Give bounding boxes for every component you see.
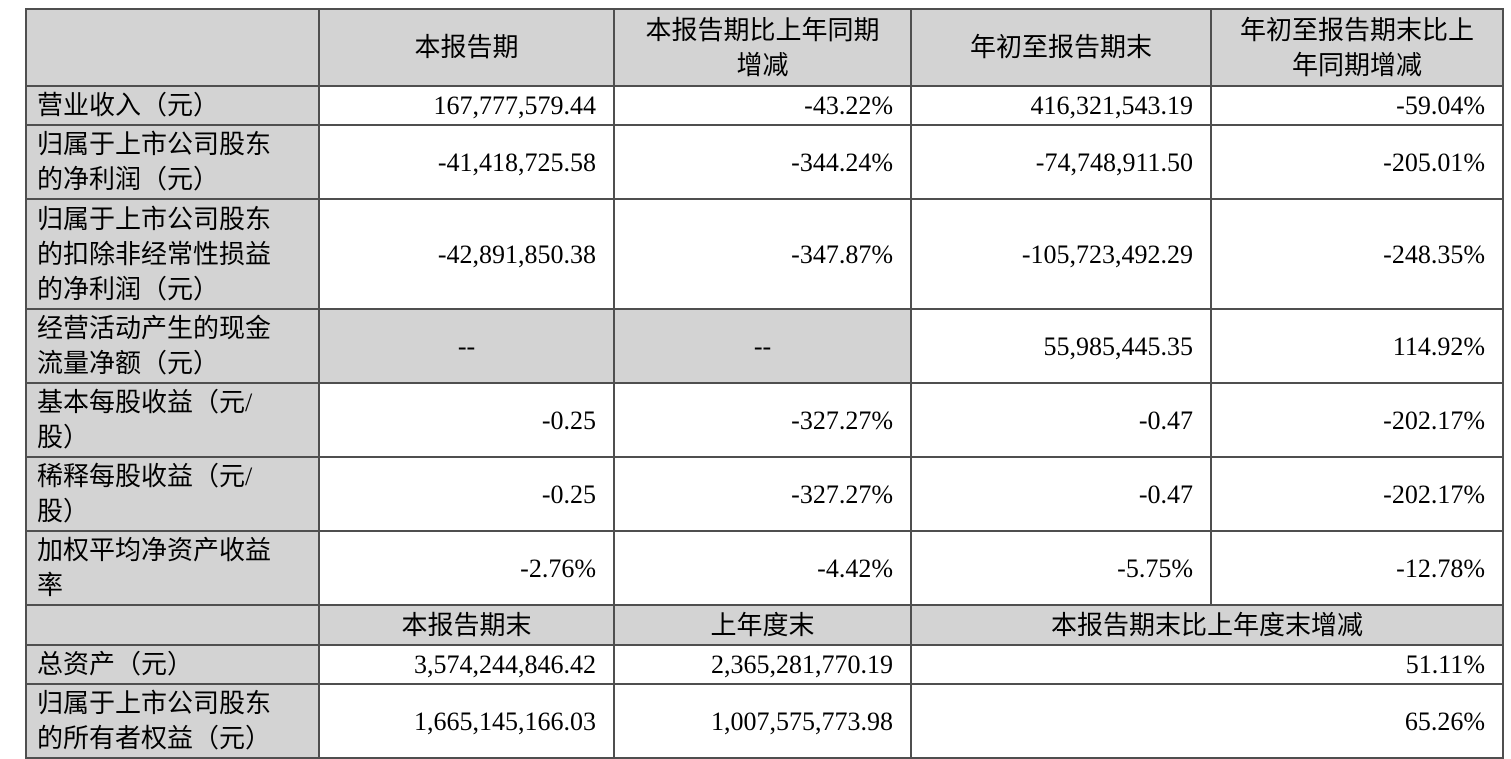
cell-ytd: -0.47 xyxy=(910,456,1212,532)
col-header-current-period: 本报告期 xyxy=(318,8,615,87)
table-row-operating-cash-flow: 经营活动产生的现金 流量净额（元） -- -- 55,985,445.35 11… xyxy=(25,308,1504,384)
cell-current-period: -2.76% xyxy=(318,530,615,606)
table-row-diluted-eps: 稀释每股收益（元/ 股） -0.25 -327.27% -0.47 -202.1… xyxy=(25,456,1504,532)
financial-summary-table-wrap: 本报告期 本报告期比上年同期 增减 年初至报告期末 年初至报告期末比上 年同期增… xyxy=(25,8,1504,759)
cell-ytd-yoy: -202.17% xyxy=(1210,456,1504,532)
sub-header-period-end: 本报告期末 xyxy=(318,604,615,646)
cell-current-yoy: -- xyxy=(613,308,912,384)
cell-current-yoy: -43.22% xyxy=(613,85,912,126)
cell-ytd-yoy: -248.35% xyxy=(1210,198,1504,310)
cell-period-end: 1,665,145,166.03 xyxy=(318,683,615,759)
row-label: 归属于上市公司股东 的所有者权益（元） xyxy=(25,683,320,759)
cell-current-period: -- xyxy=(318,308,615,384)
cell-period-end-change: 65.26% xyxy=(910,683,1504,759)
table-row-equity: 归属于上市公司股东 的所有者权益（元） 1,665,145,166.03 1,0… xyxy=(25,683,1504,759)
cell-prior-year-end: 1,007,575,773.98 xyxy=(613,683,912,759)
cell-prior-year-end: 2,365,281,770.19 xyxy=(613,644,912,685)
cell-current-period: -41,418,725.58 xyxy=(318,124,615,200)
top-header-row: 本报告期 本报告期比上年同期 增减 年初至报告期末 年初至报告期末比上 年同期增… xyxy=(25,8,1504,87)
row-label: 总资产（元） xyxy=(25,644,320,685)
cell-current-period: -0.25 xyxy=(318,456,615,532)
table-row-weighted-avg-roe: 加权平均净资产收益 率 -2.76% -4.42% -5.75% -12.78% xyxy=(25,530,1504,606)
cell-ytd: 55,985,445.35 xyxy=(910,308,1212,384)
table-row-revenue: 营业收入（元） 167,777,579.44 -43.22% 416,321,5… xyxy=(25,85,1504,126)
cell-current-period: -42,891,850.38 xyxy=(318,198,615,310)
cell-ytd-yoy: 114.92% xyxy=(1210,308,1504,384)
cell-current-yoy: -347.87% xyxy=(613,198,912,310)
col-header-current-period-yoy: 本报告期比上年同期 增减 xyxy=(613,8,912,87)
row-label: 归属于上市公司股东 的净利润（元） xyxy=(25,124,320,200)
sub-header-metric xyxy=(25,604,320,646)
financial-summary-table: 本报告期 本报告期比上年同期 增减 年初至报告期末 年初至报告期末比上 年同期增… xyxy=(25,8,1504,759)
cell-ytd: 416,321,543.19 xyxy=(910,85,1212,126)
cell-current-yoy: -327.27% xyxy=(613,382,912,458)
cell-period-end-change: 51.11% xyxy=(910,644,1504,685)
cell-ytd-yoy: -59.04% xyxy=(1210,85,1504,126)
col-header-ytd-yoy: 年初至报告期末比上 年同期增减 xyxy=(1210,8,1504,87)
cell-current-yoy: -327.27% xyxy=(613,456,912,532)
cell-current-period: 167,777,579.44 xyxy=(318,85,615,126)
table-row-total-assets: 总资产（元） 3,574,244,846.42 2,365,281,770.19… xyxy=(25,644,1504,685)
cell-ytd: -0.47 xyxy=(910,382,1212,458)
col-header-ytd: 年初至报告期末 xyxy=(910,8,1212,87)
sub-header-prior-year-end: 上年度末 xyxy=(613,604,912,646)
col-header-metric xyxy=(25,8,320,87)
cell-current-period: -0.25 xyxy=(318,382,615,458)
cell-ytd: -105,723,492.29 xyxy=(910,198,1212,310)
sub-header-row: 本报告期末 上年度末 本报告期末比上年度末增减 xyxy=(25,604,1504,646)
cell-period-end: 3,574,244,846.42 xyxy=(318,644,615,685)
cell-current-yoy: -344.24% xyxy=(613,124,912,200)
cell-ytd: -74,748,911.50 xyxy=(910,124,1212,200)
cell-ytd-yoy: -12.78% xyxy=(1210,530,1504,606)
table-row-basic-eps: 基本每股收益（元/ 股） -0.25 -327.27% -0.47 -202.1… xyxy=(25,382,1504,458)
cell-current-yoy: -4.42% xyxy=(613,530,912,606)
table-row-net-profit: 归属于上市公司股东 的净利润（元） -41,418,725.58 -344.24… xyxy=(25,124,1504,200)
row-label: 基本每股收益（元/ 股） xyxy=(25,382,320,458)
row-label: 经营活动产生的现金 流量净额（元） xyxy=(25,308,320,384)
cell-ytd-yoy: -205.01% xyxy=(1210,124,1504,200)
row-label: 营业收入（元） xyxy=(25,85,320,126)
cell-ytd-yoy: -202.17% xyxy=(1210,382,1504,458)
cell-ytd: -5.75% xyxy=(910,530,1212,606)
table-row-net-profit-excl-nonrecurring: 归属于上市公司股东 的扣除非经常性损益 的净利润（元） -42,891,850.… xyxy=(25,198,1504,310)
row-label: 稀释每股收益（元/ 股） xyxy=(25,456,320,532)
row-label: 加权平均净资产收益 率 xyxy=(25,530,320,606)
row-label: 归属于上市公司股东 的扣除非经常性损益 的净利润（元） xyxy=(25,198,320,310)
sub-header-period-end-change: 本报告期末比上年度末增减 xyxy=(910,604,1504,646)
